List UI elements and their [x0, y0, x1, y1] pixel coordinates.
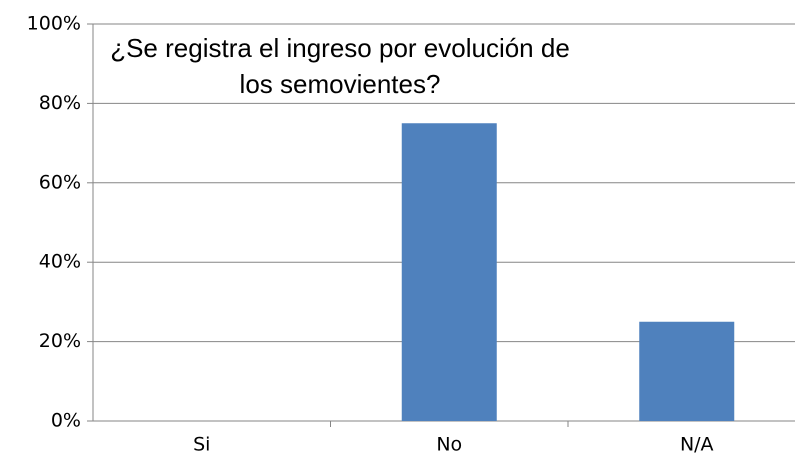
x-tick-label: N/A	[680, 434, 714, 456]
x-tick-label: No	[436, 434, 462, 456]
y-tick-label: 20%	[39, 330, 81, 352]
y-tick-label: 40%	[39, 251, 81, 273]
bar	[401, 123, 497, 421]
y-tick-label: 100%	[27, 13, 81, 35]
y-tick-label: 0%	[51, 410, 81, 432]
y-tick-label: 60%	[39, 171, 81, 193]
x-tick-label: Si	[193, 434, 210, 456]
chart-title: ¿Se registra el ingreso por evolución de…	[110, 33, 570, 99]
y-tick-label: 80%	[39, 92, 81, 114]
bar	[639, 321, 735, 421]
